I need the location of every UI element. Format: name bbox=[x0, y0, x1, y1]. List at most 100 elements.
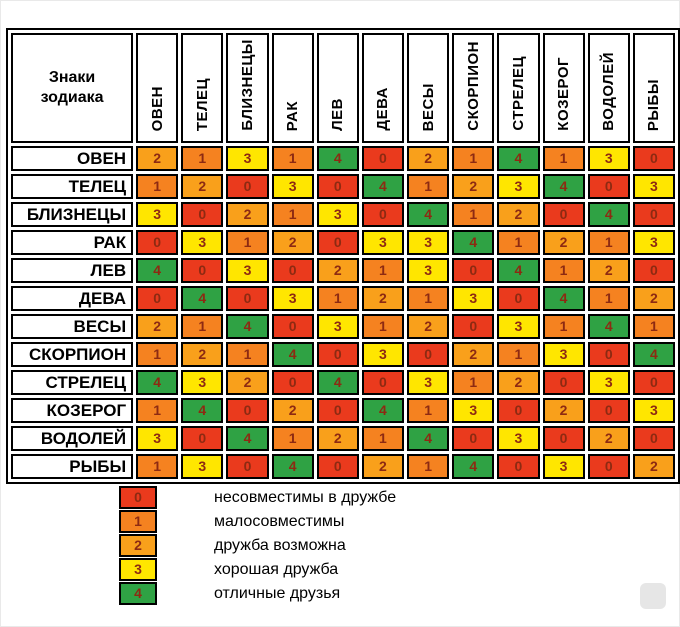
compatibility-cell: 2 bbox=[497, 370, 540, 395]
compatibility-cell: 4 bbox=[632, 342, 675, 367]
column-header-label: ТЕЛЕЦ bbox=[193, 77, 211, 131]
compatibility-cell: 0 bbox=[226, 286, 269, 311]
compatibility-cell: 2 bbox=[542, 398, 585, 423]
compatibility-cell: 3 bbox=[181, 370, 224, 395]
compatibility-cell: 2 bbox=[316, 258, 359, 283]
compatibility-cell: 3 bbox=[136, 426, 179, 451]
zodiac-matrix: Знаки зодиака ОВЕН ТЕЛЕЦ БЛИЗНЕЦЫ РАК ЛЕВ ДЕВ… bbox=[6, 28, 680, 484]
column-header-label: РАК bbox=[284, 100, 302, 131]
row-header: ТЕЛЕЦ bbox=[11, 174, 134, 199]
compatibility-cell: 3 bbox=[542, 454, 585, 479]
column-header: ВОДОЛЕЙ bbox=[587, 33, 630, 143]
compatibility-cell: 3 bbox=[361, 342, 405, 367]
compatibility-cell: 3 bbox=[407, 370, 450, 395]
compatibility-cell: 0 bbox=[226, 454, 269, 479]
compatibility-cell: 1 bbox=[361, 426, 405, 451]
table-row: ВОДОЛЕЙ 3 0 4 1 2 1 4 0 3 0 2 0 bbox=[11, 426, 675, 451]
compatibility-cell: 1 bbox=[271, 426, 314, 451]
column-header: РАК bbox=[271, 33, 314, 143]
compatibility-cell: 3 bbox=[632, 174, 675, 199]
compatibility-cell: 3 bbox=[452, 286, 495, 311]
compatibility-cell: 1 bbox=[452, 370, 495, 395]
compatibility-cell: 2 bbox=[542, 230, 585, 255]
compatibility-cell: 1 bbox=[226, 342, 269, 367]
compatibility-cell: 0 bbox=[587, 174, 630, 199]
compatibility-cell: 1 bbox=[632, 314, 675, 339]
table-row: ДЕВА 0 4 0 3 1 2 1 3 0 4 1 2 bbox=[11, 286, 675, 311]
column-header: ВЕСЫ bbox=[407, 33, 450, 143]
row-header: ВЕСЫ bbox=[11, 314, 134, 339]
compatibility-cell: 1 bbox=[542, 258, 585, 283]
compatibility-cell: 1 bbox=[361, 314, 405, 339]
compatibility-cell: 2 bbox=[632, 286, 675, 311]
legend-row: 3 хорошая дружба bbox=[119, 558, 396, 581]
compatibility-cell: 4 bbox=[497, 258, 540, 283]
table-row: ЛЕВ 4 0 3 0 2 1 3 0 4 1 2 0 bbox=[11, 258, 675, 283]
column-header: БЛИЗНЕЦЫ bbox=[226, 33, 269, 143]
table-row: ТЕЛЕЦ 1 2 0 3 0 4 1 2 3 4 0 3 bbox=[11, 174, 675, 199]
table-row: РАК 0 3 1 2 0 3 3 4 1 2 1 3 bbox=[11, 230, 675, 255]
compatibility-cell: 0 bbox=[361, 202, 405, 227]
compatibility-cell: 3 bbox=[587, 146, 630, 171]
compatibility-cell: 0 bbox=[226, 398, 269, 423]
legend-label: хорошая дружба bbox=[214, 560, 339, 578]
legend-swatch: 3 bbox=[119, 558, 157, 581]
compatibility-cell: 0 bbox=[632, 258, 675, 283]
compatibility-cell: 4 bbox=[136, 370, 179, 395]
compatibility-cell: 1 bbox=[271, 146, 314, 171]
row-header: ВОДОЛЕЙ bbox=[11, 426, 134, 451]
compatibility-cell: 1 bbox=[407, 174, 450, 199]
compatibility-cell: 3 bbox=[542, 342, 585, 367]
compatibility-cell: 0 bbox=[181, 202, 224, 227]
compatibility-cell: 2 bbox=[407, 146, 450, 171]
legend-swatch: 1 bbox=[119, 510, 157, 533]
compatibility-cell: 0 bbox=[542, 202, 585, 227]
compatibility-cell: 2 bbox=[271, 398, 314, 423]
compatibility-cell: 2 bbox=[497, 202, 540, 227]
compatibility-cell: 3 bbox=[316, 314, 359, 339]
column-header-label: СТРЕЛЕЦ bbox=[509, 56, 527, 131]
compatibility-cell: 0 bbox=[316, 174, 359, 199]
compatibility-cell: 3 bbox=[632, 398, 675, 423]
column-header: ОВЕН bbox=[136, 33, 179, 143]
compatibility-cell: 4 bbox=[542, 286, 585, 311]
legend-row: 1 малосовместимы bbox=[119, 510, 396, 533]
compatibility-cell: 3 bbox=[407, 230, 450, 255]
compatibility-cell: 3 bbox=[271, 286, 314, 311]
column-header-label: СКОРПИОН bbox=[464, 41, 482, 131]
compatibility-cell: 1 bbox=[136, 174, 179, 199]
compatibility-cell: 1 bbox=[136, 342, 179, 367]
table-row: ОВЕН 2 1 3 1 4 0 2 1 4 1 3 0 bbox=[11, 146, 675, 171]
compatibility-cell: 4 bbox=[587, 202, 630, 227]
row-header: СТРЕЛЕЦ bbox=[11, 370, 134, 395]
compatibility-cell: 0 bbox=[542, 370, 585, 395]
compatibility-cell: 0 bbox=[226, 174, 269, 199]
legend-swatch: 2 bbox=[119, 534, 157, 557]
column-header: СКОРПИОН bbox=[452, 33, 495, 143]
compatibility-cell: 0 bbox=[587, 342, 630, 367]
compatibility-cell: 1 bbox=[316, 286, 359, 311]
column-header: СТРЕЛЕЦ bbox=[497, 33, 540, 143]
compatibility-cell: 4 bbox=[542, 174, 585, 199]
compatibility-cell: 0 bbox=[632, 370, 675, 395]
compatibility-cell: 3 bbox=[452, 398, 495, 423]
compatibility-cell: 0 bbox=[316, 342, 359, 367]
legend-label: малосовместимы bbox=[214, 512, 345, 530]
compatibility-cell: 4 bbox=[361, 398, 405, 423]
row-header: СКОРПИОН bbox=[11, 342, 134, 367]
table-row: СТРЕЛЕЦ 4 3 2 0 4 0 3 1 2 0 3 0 bbox=[11, 370, 675, 395]
compatibility-cell: 0 bbox=[452, 258, 495, 283]
compatibility-cell: 2 bbox=[452, 342, 495, 367]
compatibility-cell: 2 bbox=[181, 174, 224, 199]
compatibility-cell: 1 bbox=[271, 202, 314, 227]
column-header: ДЕВА bbox=[361, 33, 405, 143]
compatibility-cell: 4 bbox=[181, 286, 224, 311]
compatibility-cell: 0 bbox=[587, 454, 630, 479]
corner-cell: Знаки зодиака bbox=[11, 33, 134, 143]
column-header: ЛЕВ bbox=[316, 33, 359, 143]
compatibility-cell: 0 bbox=[181, 258, 224, 283]
column-header-label: ВОДОЛЕЙ bbox=[600, 52, 618, 131]
compatibility-cell: 0 bbox=[316, 230, 359, 255]
compatibility-cell: 1 bbox=[497, 230, 540, 255]
legend-swatch: 0 bbox=[119, 486, 157, 509]
